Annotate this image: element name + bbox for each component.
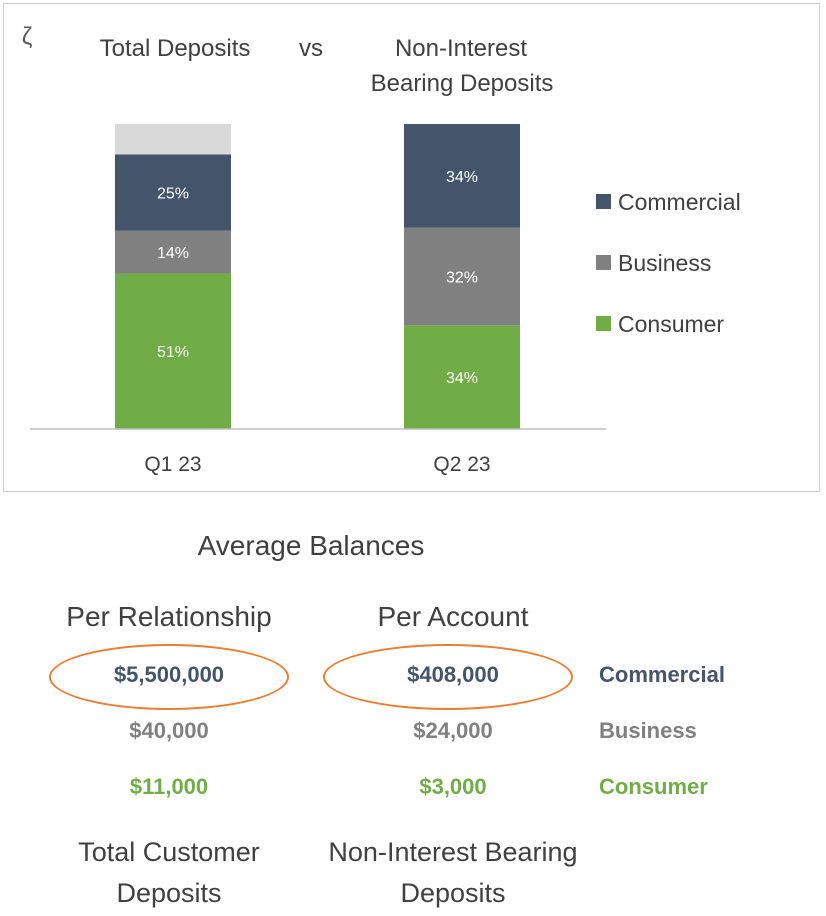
chart-title-right-line2: Bearing Deposits bbox=[371, 70, 554, 97]
bars-group: 51% 14% 25% 34% 32% 34% bbox=[115, 124, 520, 429]
chart-title-right-line1: Non-Interest bbox=[395, 35, 527, 62]
footer-left-line2: Deposits bbox=[116, 878, 222, 908]
legend-swatch-commercial bbox=[596, 194, 611, 209]
highlight-oval-per-relationship bbox=[49, 644, 289, 710]
corner-glyph: ζ bbox=[22, 23, 33, 50]
data-label-commercial-q2-23: 34% bbox=[446, 169, 478, 186]
bar-consumer-q2-23 bbox=[404, 325, 520, 429]
chart-title-left: Total Deposits bbox=[100, 35, 251, 62]
commercial-per-relationship: $5,500,000 bbox=[113, 662, 225, 687]
bar-commercial-q2-23 bbox=[404, 124, 520, 228]
footer-left-line1: Total Customer bbox=[78, 837, 260, 867]
legend-label-commercial: Commercial bbox=[618, 189, 741, 215]
chart-frame bbox=[3, 3, 820, 492]
commercial-per-account: $408,000 bbox=[407, 662, 499, 687]
footer-non-interest-bearing-deposits: Non-Interest Bearing Deposits bbox=[303, 832, 603, 914]
commercial-label: Commercial bbox=[599, 662, 725, 687]
highlight-oval-per-account bbox=[323, 644, 573, 710]
x-tick-label: Q1 23 bbox=[144, 453, 201, 476]
consumer-label: Consumer bbox=[599, 774, 708, 799]
bar-business-q2-23 bbox=[404, 227, 520, 326]
legend-label-business: Business bbox=[618, 250, 711, 276]
average-balances-title: Average Balances bbox=[197, 530, 425, 561]
footer-right-line1: Non-Interest Bearing bbox=[328, 837, 578, 867]
per-relationship-header: Per Relationship bbox=[66, 601, 272, 632]
bar-other-q1-23 bbox=[115, 124, 231, 155]
x-tick-label: Q2 23 bbox=[433, 453, 490, 476]
business-per-relationship: $40,000 bbox=[129, 718, 209, 743]
data-label-commercial-q1-23: 25% bbox=[157, 186, 189, 203]
data-label-consumer-q2-23: 34% bbox=[446, 370, 478, 387]
bar-business-q1-23 bbox=[115, 230, 231, 274]
x-tick-labels: Q1 23 Q2 23 bbox=[144, 453, 490, 476]
chart-title-vs: vs bbox=[299, 35, 323, 62]
stacked-bar-chart: ζ Total Deposits vs Non-Interest Bearing… bbox=[22, 23, 741, 476]
data-label-business-q2-23: 32% bbox=[446, 270, 478, 287]
footer-right-line2: Deposits bbox=[400, 878, 506, 908]
per-account-header: Per Account bbox=[377, 601, 529, 632]
business-label: Business bbox=[599, 718, 697, 743]
legend-swatch-consumer bbox=[596, 316, 611, 331]
data-label-business-q1-23: 14% bbox=[157, 245, 189, 262]
legend-swatch-business bbox=[596, 255, 611, 270]
legend: Commercial Business Consumer bbox=[596, 189, 741, 337]
bar-consumer-q1-23 bbox=[115, 273, 231, 429]
bar-commercial-q1-23 bbox=[115, 154, 231, 231]
data-label-consumer-q1-23: 51% bbox=[157, 344, 189, 361]
consumer-per-account: $3,000 bbox=[419, 774, 487, 799]
consumer-per-relationship: $11,000 bbox=[129, 774, 209, 799]
business-per-account: $24,000 bbox=[413, 718, 493, 743]
footer-total-customer-deposits: Total Customer Deposits bbox=[29, 832, 309, 914]
legend-label-consumer: Consumer bbox=[618, 311, 724, 337]
